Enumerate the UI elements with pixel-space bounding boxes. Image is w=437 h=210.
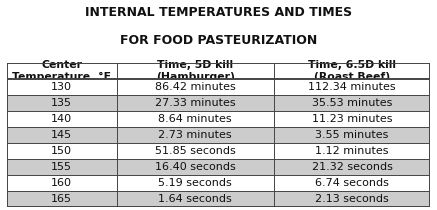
Text: 86.42 minutes: 86.42 minutes xyxy=(155,82,236,92)
Text: 145: 145 xyxy=(51,130,72,140)
Text: 1.12 minutes: 1.12 minutes xyxy=(315,146,389,156)
Text: INTERNAL TEMPERATURES AND TIMES: INTERNAL TEMPERATURES AND TIMES xyxy=(85,6,352,19)
Text: 155: 155 xyxy=(51,162,72,172)
Text: 160: 160 xyxy=(51,178,72,188)
Text: 112.34 minutes: 112.34 minutes xyxy=(308,82,396,92)
Text: 8.64 minutes: 8.64 minutes xyxy=(158,114,232,124)
Text: 165: 165 xyxy=(51,194,72,204)
Text: Time, 5D kill
(Hamburger): Time, 5D kill (Hamburger) xyxy=(156,60,235,82)
Text: 27.33 minutes: 27.33 minutes xyxy=(155,98,236,108)
Text: 16.40 seconds: 16.40 seconds xyxy=(155,162,236,172)
Text: 6.74 seconds: 6.74 seconds xyxy=(315,178,389,188)
Text: 11.23 minutes: 11.23 minutes xyxy=(312,114,392,124)
Text: Time, 6.5D kill
(Roast Beef): Time, 6.5D kill (Roast Beef) xyxy=(308,60,396,82)
Text: 5.19 seconds: 5.19 seconds xyxy=(158,178,232,188)
Text: Center
Temperature, °F: Center Temperature, °F xyxy=(12,60,111,82)
Text: 135: 135 xyxy=(51,98,72,108)
Text: FOR FOOD PASTEURIZATION: FOR FOOD PASTEURIZATION xyxy=(120,34,317,47)
Text: 1.64 seconds: 1.64 seconds xyxy=(158,194,232,204)
Text: 3.55 minutes: 3.55 minutes xyxy=(316,130,389,140)
Text: 2.13 seconds: 2.13 seconds xyxy=(315,194,389,204)
Text: 150: 150 xyxy=(51,146,72,156)
Text: 51.85 seconds: 51.85 seconds xyxy=(155,146,236,156)
Text: 130: 130 xyxy=(51,82,72,92)
Text: 2.73 minutes: 2.73 minutes xyxy=(158,130,232,140)
Text: 35.53 minutes: 35.53 minutes xyxy=(312,98,392,108)
Text: 140: 140 xyxy=(51,114,72,124)
Text: 21.32 seconds: 21.32 seconds xyxy=(312,162,392,172)
